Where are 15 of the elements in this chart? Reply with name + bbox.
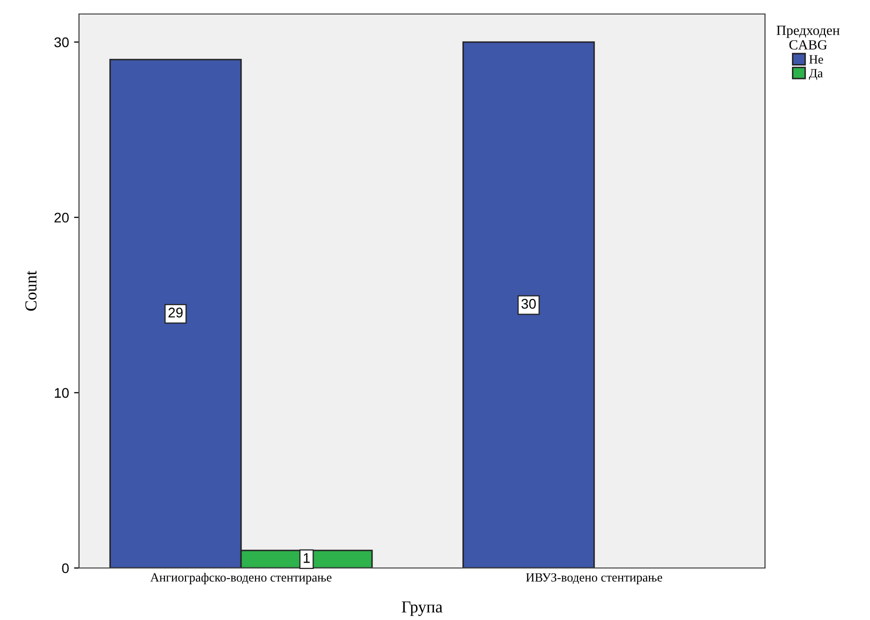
y-axis-title: Count [25,270,37,311]
x-tick-label: ИВУЗ-водено стентирање [526,573,662,584]
legend-label: Не [809,55,824,64]
y-tick-label: 0 [62,563,69,574]
data-label: 1 [304,553,310,563]
bar [462,41,595,568]
y-tick-label: 30 [54,37,69,48]
data-label: 29 [168,308,183,318]
data-label: 30 [521,298,536,309]
x-tick-label: Ангиографско-водено стентирање [150,572,332,584]
y-tick-label: 10 [54,388,69,398]
legend-label: Да [808,69,823,80]
y-tick-label: 20 [54,212,69,223]
x-axis-title: Група [402,601,442,616]
legend-title: Предходен CABG [776,26,840,50]
